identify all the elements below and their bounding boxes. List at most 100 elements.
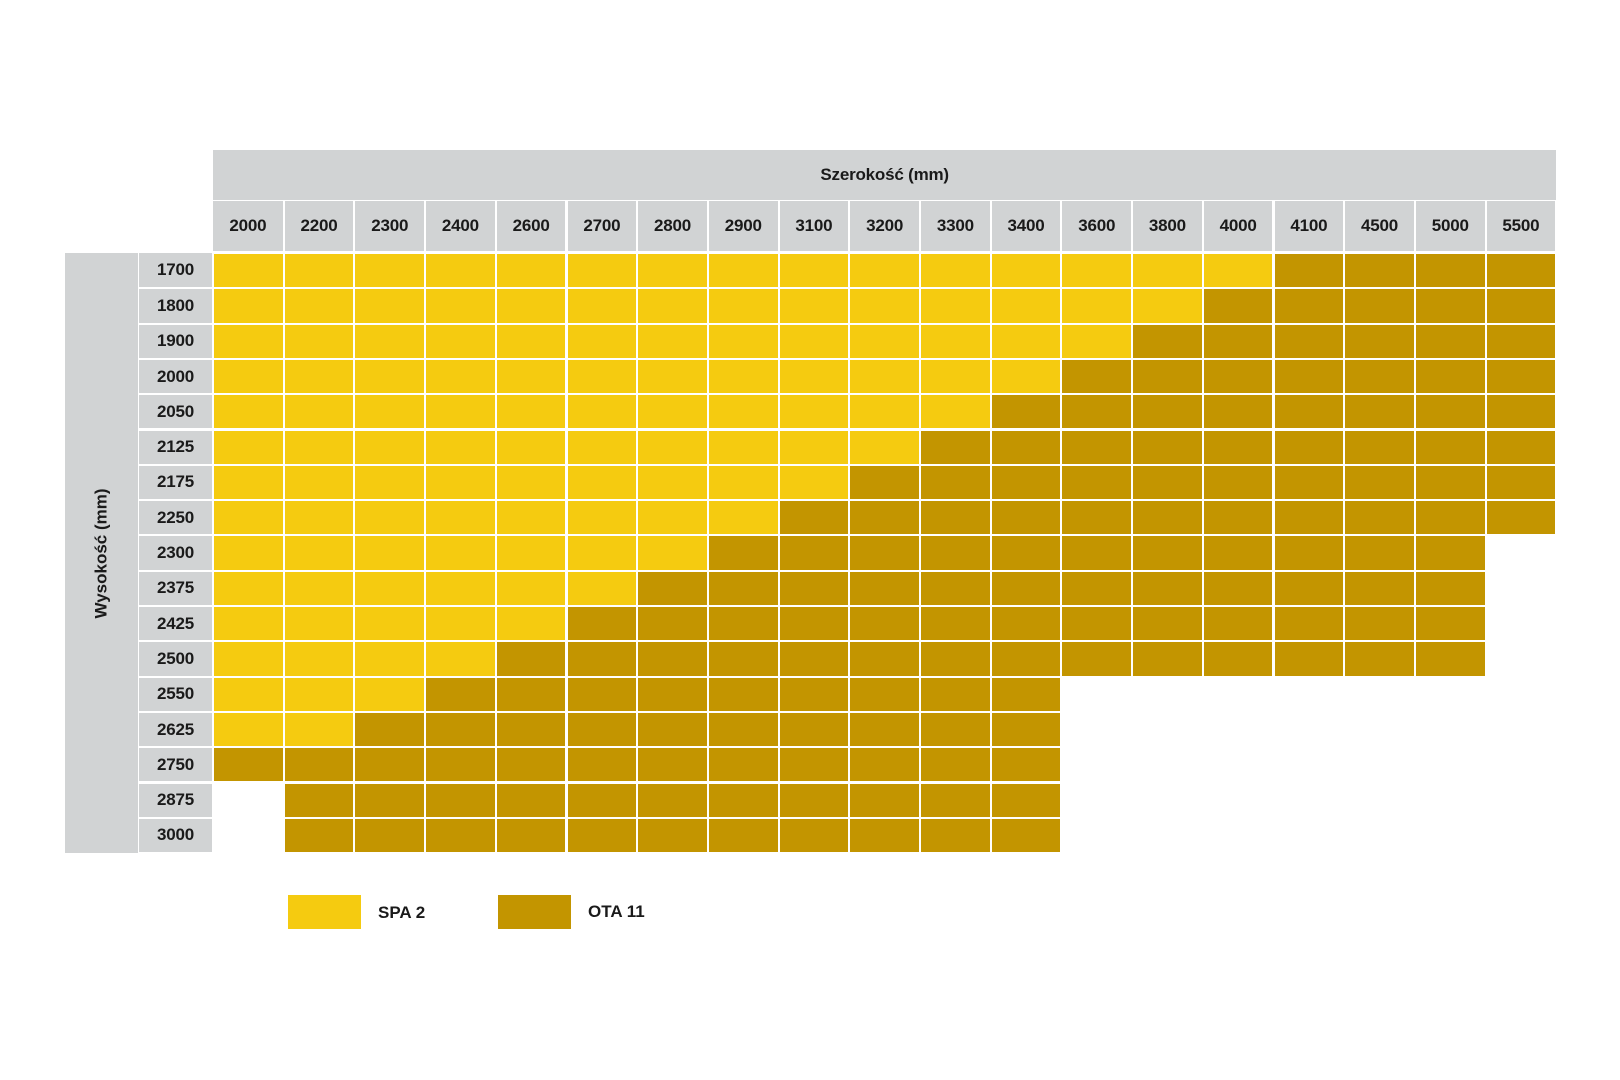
cell-spa2 <box>284 501 354 535</box>
cell-ota11 <box>1345 536 1414 570</box>
cell-ota11 <box>214 748 283 782</box>
cell-ota11 <box>1345 642 1414 676</box>
cell-spa2 <box>496 536 566 570</box>
cell-spa2 <box>426 289 495 323</box>
cell-spa2 <box>426 254 495 288</box>
cell-ota11 <box>1203 607 1273 641</box>
cell-ota11 <box>991 818 1061 853</box>
y-tick-label: 2550 <box>139 677 212 711</box>
cell-ota11 <box>1203 395 1273 429</box>
cell-ota11 <box>779 783 849 817</box>
cell-spa2 <box>496 465 566 500</box>
cell-ota11 <box>1345 289 1414 323</box>
cell-ota11 <box>1415 395 1485 429</box>
cell-spa2 <box>426 324 495 358</box>
cell-ota11 <box>1203 359 1273 394</box>
cell-ota11 <box>921 465 990 500</box>
cell-ota11 <box>1133 607 1202 641</box>
cell-ota11 <box>1345 254 1414 288</box>
cell-ota11 <box>567 677 637 711</box>
cell-ota11 <box>779 607 849 641</box>
cell-ota11 <box>921 536 990 570</box>
cell-spa2 <box>214 395 283 429</box>
cell-spa2 <box>355 395 425 429</box>
cell-ota11 <box>921 677 990 711</box>
cell-ota11 <box>567 642 637 676</box>
y-tick-label: 2875 <box>139 783 212 817</box>
cell-spa2 <box>284 677 354 711</box>
cell-spa2 <box>214 465 283 500</box>
cell-ota11 <box>921 712 990 747</box>
cell-ota11 <box>921 430 990 464</box>
cell-spa2 <box>567 289 637 323</box>
cell-spa2 <box>850 359 919 394</box>
cell-spa2 <box>708 465 778 500</box>
y-tick-label: 2625 <box>139 712 212 747</box>
cell-ota11 <box>1274 430 1344 464</box>
cell-spa2 <box>1062 254 1132 288</box>
cell-ota11 <box>1486 254 1556 288</box>
cell-spa2 <box>991 254 1061 288</box>
cell-spa2 <box>921 324 990 358</box>
cell-ota11 <box>1274 324 1344 358</box>
cell-ota11 <box>638 607 707 641</box>
cell-spa2 <box>426 359 495 394</box>
cell-spa2 <box>1062 324 1132 358</box>
y-tick-label: 2250 <box>139 501 212 535</box>
cell-ota11 <box>426 712 495 747</box>
y-axis-title: Wysokość (mm) <box>91 488 111 619</box>
cell-ota11 <box>779 818 849 853</box>
cell-spa2 <box>496 254 566 288</box>
cell-spa2 <box>355 359 425 394</box>
cell-spa2 <box>426 465 495 500</box>
cell-ota11 <box>1203 289 1273 323</box>
cell-ota11 <box>1415 289 1485 323</box>
x-tick-label: 2200 <box>284 201 354 251</box>
y-tick-label: 1900 <box>139 324 212 358</box>
x-tick-label: 3600 <box>1062 201 1132 251</box>
cell-spa2 <box>355 465 425 500</box>
y-axis-title-band <box>65 253 138 854</box>
cell-ota11 <box>1274 642 1344 676</box>
cell-spa2 <box>567 430 637 464</box>
cell-spa2 <box>214 677 283 711</box>
cell-ota11 <box>1345 395 1414 429</box>
cell-ota11 <box>496 818 566 853</box>
cell-ota11 <box>1274 607 1344 641</box>
cell-ota11 <box>1133 536 1202 570</box>
cell-spa2 <box>355 607 425 641</box>
cell-ota11 <box>1486 501 1556 535</box>
cell-ota11 <box>1345 501 1414 535</box>
y-tick-label: 2175 <box>139 465 212 500</box>
cell-ota11 <box>850 677 919 711</box>
cell-spa2 <box>708 359 778 394</box>
cell-spa2 <box>991 359 1061 394</box>
cell-ota11 <box>1486 465 1556 500</box>
cell-spa2 <box>779 254 849 288</box>
cell-spa2 <box>214 359 283 394</box>
cell-ota11 <box>708 536 778 570</box>
cell-ota11 <box>1415 536 1485 570</box>
cell-spa2 <box>638 536 707 570</box>
cell-ota11 <box>1345 430 1414 464</box>
cell-ota11 <box>921 818 990 853</box>
cell-ota11 <box>1415 359 1485 394</box>
x-tick-label: 2300 <box>355 201 425 251</box>
cell-ota11 <box>991 465 1061 500</box>
cell-ota11 <box>638 571 707 605</box>
cell-ota11 <box>638 677 707 711</box>
cell-ota11 <box>1133 571 1202 605</box>
cell-ota11 <box>1203 465 1273 500</box>
x-tick-label: 2000 <box>213 201 283 251</box>
cell-ota11 <box>921 571 990 605</box>
cell-spa2 <box>426 642 495 676</box>
cell-spa2 <box>850 430 919 464</box>
x-tick-label: 4500 <box>1345 201 1414 251</box>
cell-ota11 <box>1274 536 1344 570</box>
cell-spa2 <box>708 501 778 535</box>
x-tick-label: 3800 <box>1133 201 1202 251</box>
cell-ota11 <box>850 818 919 853</box>
cell-ota11 <box>567 818 637 853</box>
cell-spa2 <box>284 289 354 323</box>
